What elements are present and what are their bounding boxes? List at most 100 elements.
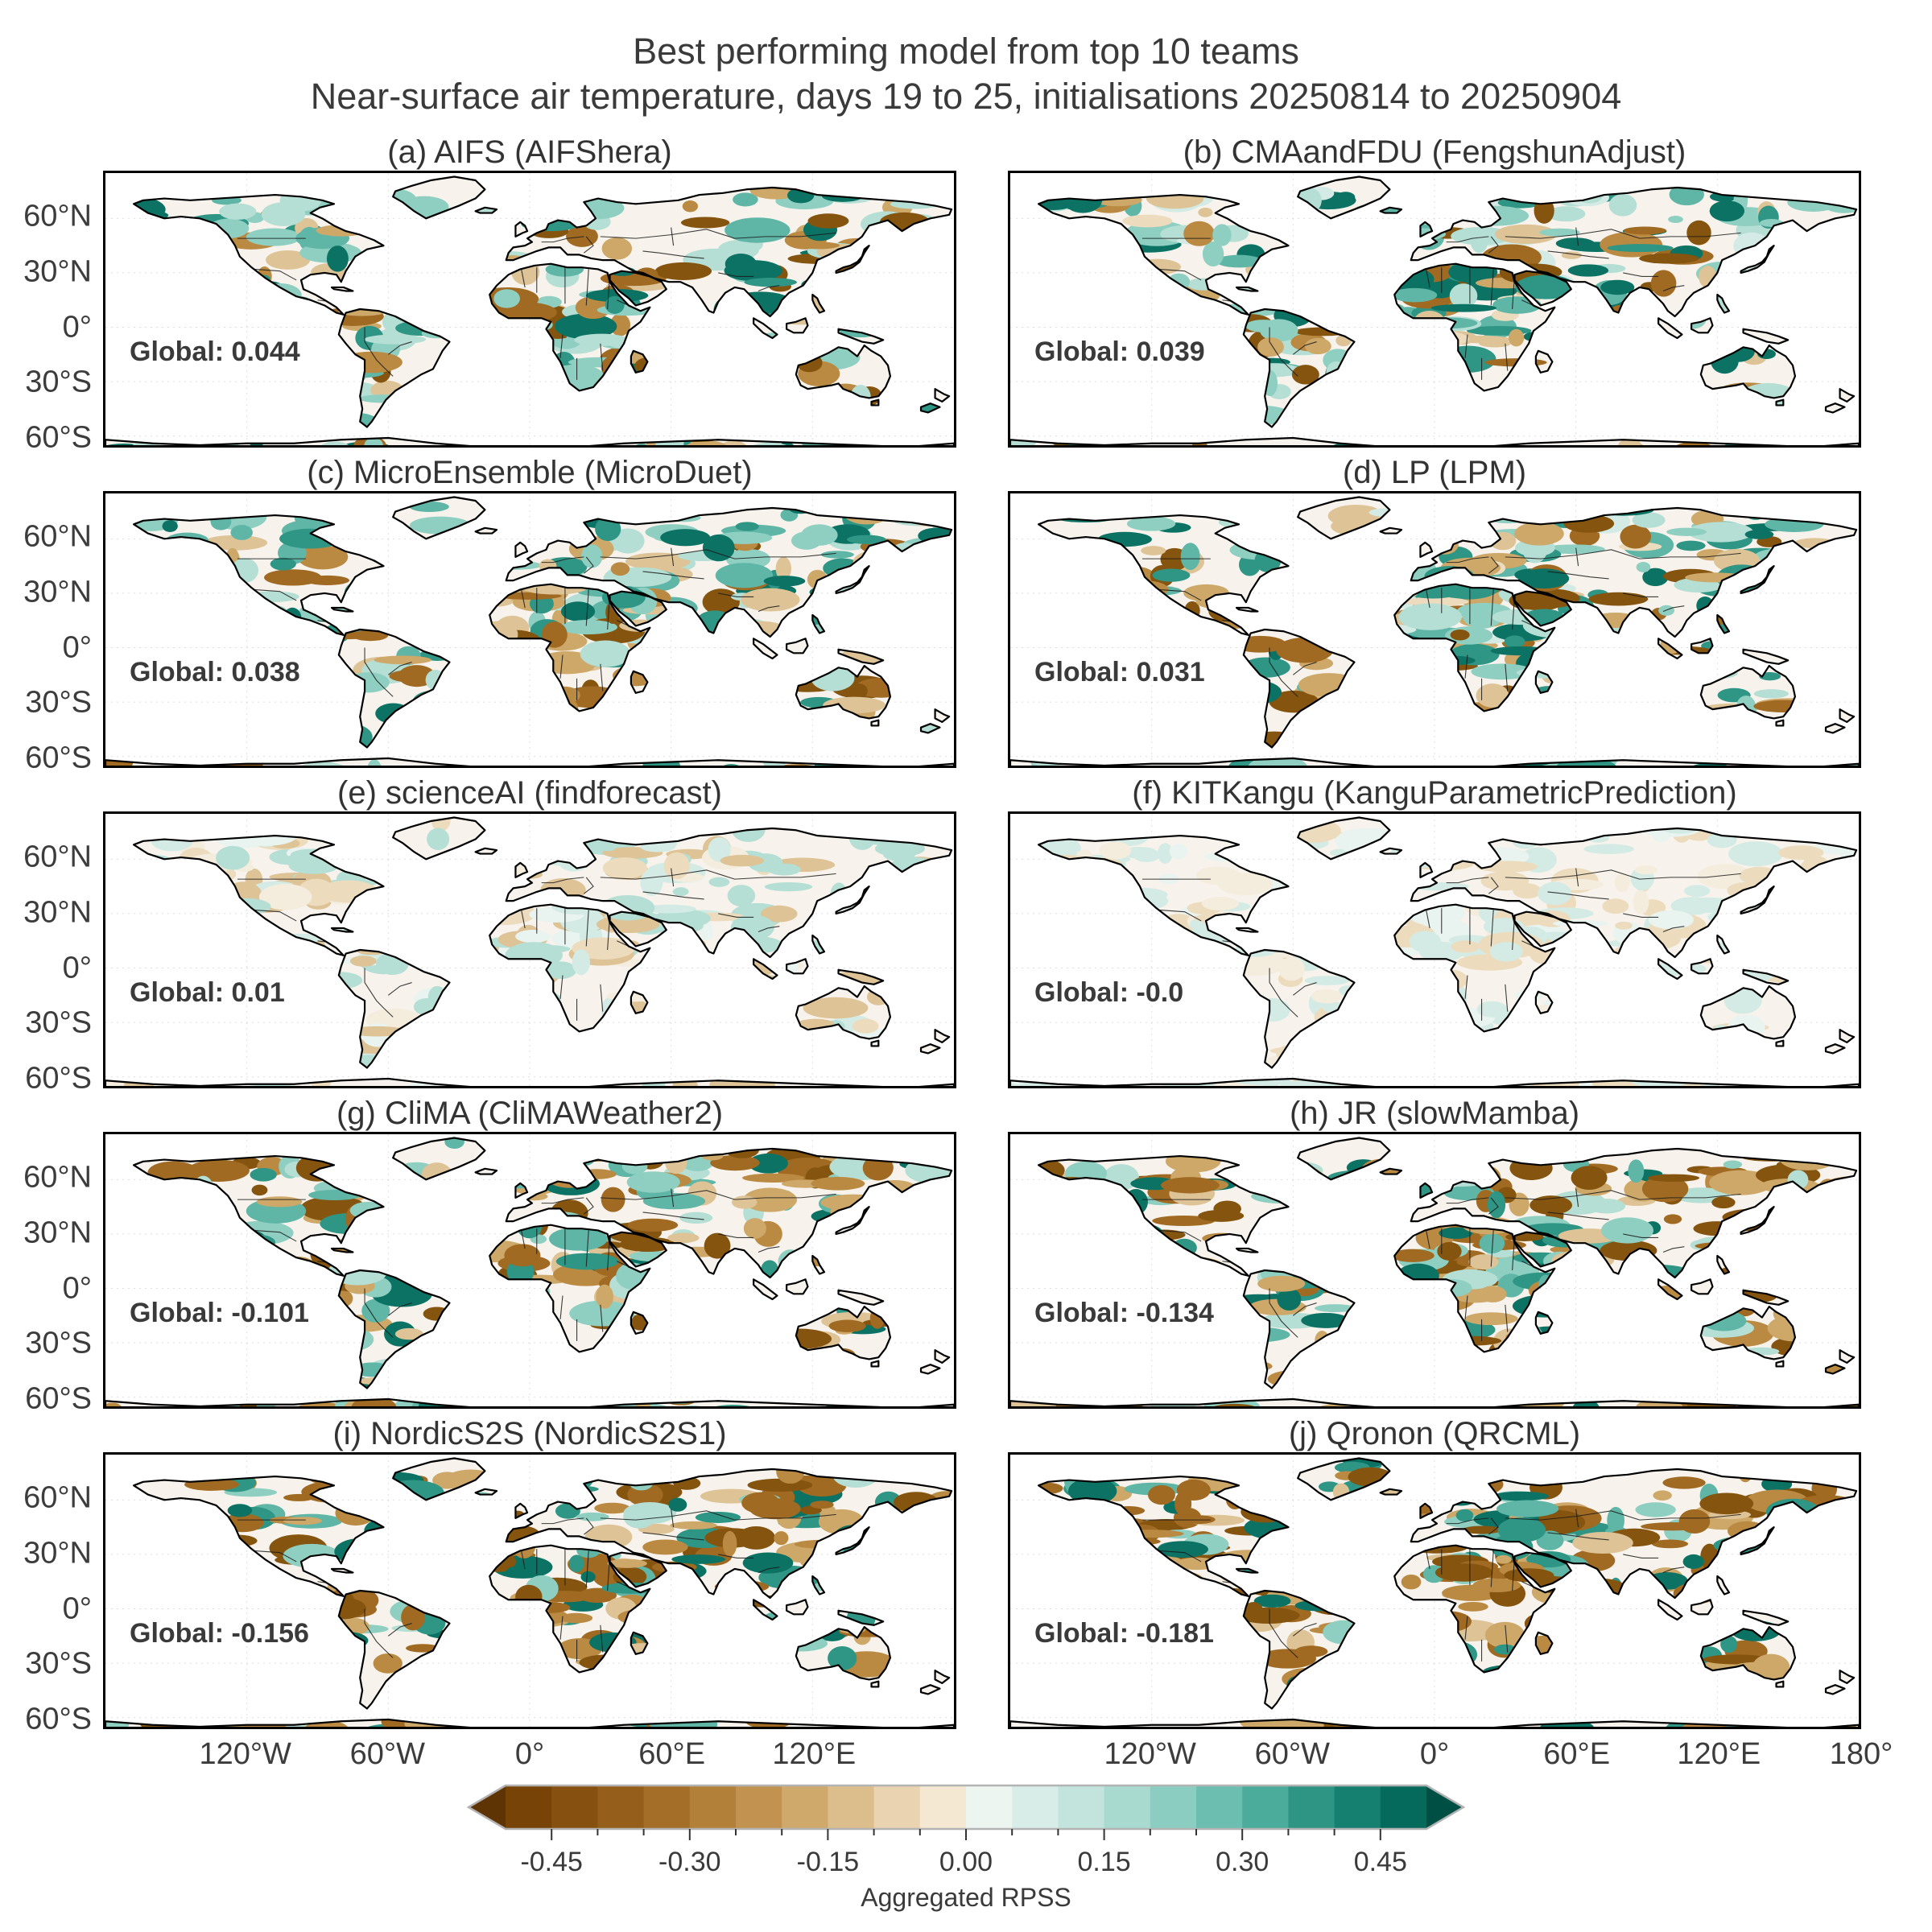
panel-title-c: (c) MicroEnsemble (MicroDuet) (307, 454, 753, 490)
x-axis-tick-label: 120°E (1677, 1736, 1761, 1771)
x-axis-tick-label: 120°E (772, 1736, 857, 1771)
y-axis-tick-label: 60°S (25, 741, 92, 775)
y-axis-tick-label: 60°N (23, 1480, 92, 1515)
colorbar-title: Aggregated RPSS (861, 1883, 1071, 1912)
panel-title-e: (e) scienceAI (findforecast) (337, 774, 722, 811)
world-map-panel-b (1010, 172, 1859, 445)
y-axis-tick-label: 30°N (23, 254, 92, 289)
y-axis-tick-label: 60°N (23, 1160, 92, 1195)
map-frame-g: Global: -0.101 (103, 1131, 956, 1409)
panel-title-j: (j) Qronon (QRCML) (1288, 1415, 1581, 1451)
x-axis-tick-label: 60°E (1543, 1736, 1611, 1771)
global-score-label-i: Global: -0.156 (130, 1617, 309, 1649)
y-axis-tick-label: 60°N (23, 840, 92, 874)
global-score-label-h: Global: -0.134 (1034, 1297, 1214, 1328)
y-axis-labels: 60°N 30°N 0° 30°S 60°S (5, 171, 103, 454)
global-score-label-a: Global: 0.044 (130, 336, 300, 367)
map-frame-d: Global: 0.031 (1008, 490, 1861, 768)
x-axis-tick-label: 180° (1829, 1736, 1893, 1771)
panel-title-b: (b) CMAandFDU (FengshunAdjust) (1183, 134, 1686, 170)
world-map-panel-f (1010, 813, 1859, 1086)
y-axis-tick-label: 30°N (23, 1536, 92, 1571)
y-axis-tick-label: 0° (62, 951, 92, 985)
figure-subtitle: Near-surface air temperature, days 19 to… (310, 75, 1622, 117)
colorbar-tick-label: -0.45 (520, 1847, 583, 1877)
map-frame-b: Global: 0.039 (1008, 170, 1861, 448)
global-score-label-e: Global: 0.01 (130, 976, 285, 1008)
x-axis-labels: 120°W 60°W 0° 60°E 120°E 180° (1008, 1729, 1893, 1771)
global-score-label-g: Global: -0.101 (130, 1297, 309, 1328)
panel-title-f: (f) KITKangu (KanguParametricPrediction) (1132, 774, 1737, 811)
world-map-panel-j (1010, 1454, 1859, 1727)
world-map-panel-h (1010, 1133, 1859, 1406)
map-frame-j: Global: -0.181 (1008, 1451, 1861, 1729)
map-panel-grid: (a) AIFS (AIFShera) 60°N 30°N 0° 30°S 60°S Gl… (5, 134, 1932, 1771)
x-axis-tick-label: 120°W (199, 1736, 291, 1771)
x-axis-tick-label: 60°W (349, 1736, 425, 1771)
panel-title-h: (h) JR (slowMamba) (1289, 1095, 1580, 1131)
world-map-panel-i (105, 1454, 954, 1727)
y-axis-tick-label: 60°N (23, 519, 92, 554)
colorbar-tick-label: -0.15 (797, 1847, 859, 1877)
colorbar-tick-label: 0.45 (1354, 1847, 1407, 1877)
y-axis-labels: 60°N 30°N 0° 30°S 60°S (5, 1452, 103, 1736)
panel-e: (e) scienceAI (findforecast) 60°N 30°N 0° 30… (5, 774, 956, 1096)
y-axis-labels: 60°N 30°N 0° 30°S 60°S (5, 491, 103, 774)
y-axis-tick-label: 0° (62, 1271, 92, 1306)
panel-j: (j) Qronon (QRCML) Global: -0.181 120°W 60… (1008, 1415, 1893, 1771)
y-axis-tick-label: 60°S (25, 1702, 92, 1736)
world-map-panel-g (105, 1133, 954, 1406)
x-axis-tick-label: 120°W (1104, 1736, 1196, 1771)
figure-title-block: Best performing model from top 10 teams … (0, 0, 1932, 119)
map-frame-c: Global: 0.038 (103, 490, 956, 768)
map-frame-h: Global: -0.134 (1008, 1131, 1861, 1409)
global-score-label-j: Global: -0.181 (1034, 1617, 1214, 1649)
panel-g: (g) CliMA (CliMAWeather2) 60°N 30°N 0° 30°S 6… (5, 1095, 956, 1416)
colorbar-tick-label: 0.00 (939, 1847, 993, 1877)
colorbar-tick-label: 0.30 (1216, 1847, 1269, 1877)
global-score-label-b: Global: 0.039 (1034, 336, 1205, 367)
y-axis-labels: 60°N 30°N 0° 30°S 60°S (5, 811, 103, 1095)
y-axis-tick-label: 30°S (25, 365, 92, 399)
y-axis-tick-label: 30°S (25, 685, 92, 720)
x-axis-labels: 120°W 60°W 0° 60°E 120°E (103, 1729, 956, 1771)
y-axis-labels: 60°N 30°N 0° 30°S 60°S (5, 1132, 103, 1415)
world-map-panel-d (1010, 493, 1859, 766)
panel-a: (a) AIFS (AIFShera) 60°N 30°N 0° 30°S 60°S Gl… (5, 134, 956, 455)
y-axis-tick-label: 30°N (23, 1216, 92, 1250)
map-frame-f: Global: -0.0 (1008, 811, 1861, 1088)
x-axis-tick-label: 0° (1419, 1736, 1450, 1771)
y-axis-tick-label: 0° (62, 310, 92, 345)
colorbar-tick-label: -0.30 (658, 1847, 721, 1877)
panel-i: (i) NordicS2S (NordicS2S1) 60°N 30°N 0° 30°S… (5, 1415, 956, 1771)
map-frame-i: Global: -0.156 (103, 1451, 956, 1729)
y-axis-tick-label: 60°S (25, 420, 92, 455)
panel-title-g: (g) CliMA (CliMAWeather2) (336, 1095, 724, 1131)
panel-d: (d) LP (LPM) Global: 0.031 (1008, 454, 1861, 768)
global-score-label-c: Global: 0.038 (130, 656, 300, 687)
panel-c: (c) MicroEnsemble (MicroDuet) 60°N 30°N 0° 3… (5, 454, 956, 775)
global-score-label-d: Global: 0.031 (1034, 656, 1205, 687)
y-axis-tick-label: 30°S (25, 1646, 92, 1681)
y-axis-tick-label: 30°S (25, 1005, 92, 1040)
y-axis-tick-label: 30°N (23, 895, 92, 930)
x-axis-tick-label: 0° (514, 1736, 545, 1771)
map-frame-a: Global: 0.044 (103, 170, 956, 448)
figure-title: Best performing model from top 10 teams (633, 31, 1299, 72)
colorbar-tick-label: 0.15 (1078, 1847, 1131, 1877)
y-axis-tick-label: 0° (62, 630, 92, 665)
global-score-label-f: Global: -0.0 (1034, 976, 1184, 1008)
y-axis-tick-label: 60°S (25, 1381, 92, 1416)
panel-h: (h) JR (slowMamba) Global: -0.134 (1008, 1095, 1861, 1409)
panel-b: (b) CMAandFDU (FengshunAdjust) Global: 0… (1008, 134, 1861, 448)
y-axis-tick-label: 30°N (23, 575, 92, 609)
colorbar: -0.45 -0.30 -0.15 0.00 0.15 0.30 0.45 Aggregate… (467, 1784, 1465, 1912)
panel-title-d: (d) LP (LPM) (1342, 454, 1527, 490)
y-axis-tick-label: 60°N (23, 199, 92, 233)
world-map-panel-e (105, 813, 954, 1086)
map-frame-e: Global: 0.01 (103, 811, 956, 1088)
panel-f: (f) KITKangu (KanguParametricPrediction)… (1008, 774, 1861, 1088)
world-map-panel-a (105, 172, 954, 445)
panel-title-i: (i) NordicS2S (NordicS2S1) (332, 1415, 727, 1451)
